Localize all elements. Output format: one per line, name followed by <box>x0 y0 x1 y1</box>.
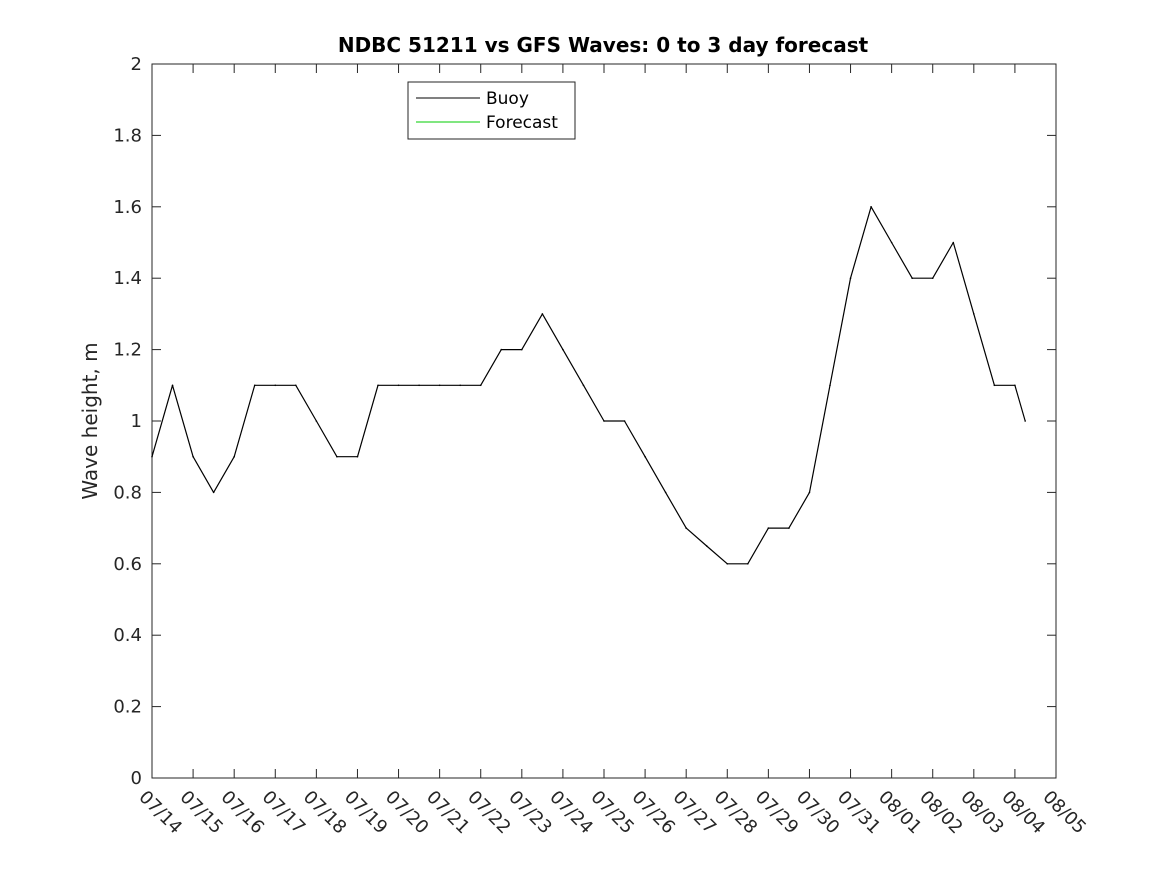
y-axis: 0 0.2 0.4 0.6 0.8 1 1.2 1.4 1.6 1.8 2 <box>113 54 1056 789</box>
y-axis-label: Wave height, m <box>78 342 102 499</box>
y-tick-label: 0.6 <box>113 554 142 575</box>
y-tick-label: 1.4 <box>113 268 142 289</box>
data-point <box>171 384 174 387</box>
data-point <box>582 384 585 387</box>
data-point <box>459 384 461 387</box>
data-point <box>541 313 544 315</box>
y-tick-label: 0 <box>131 768 142 789</box>
y-tick-label: 1.6 <box>113 197 142 218</box>
chart-title: NDBC 51211 vs GFS Waves: 0 to 3 day fore… <box>338 33 869 57</box>
y-tick-label: 0.4 <box>113 625 142 646</box>
y-tick-label: 1.2 <box>113 340 142 361</box>
data-point <box>705 545 708 547</box>
data-point <box>808 491 811 494</box>
data-point <box>849 277 852 280</box>
data-point <box>685 527 687 529</box>
data-point <box>233 455 235 458</box>
data-point <box>952 241 955 244</box>
data-point <box>644 455 646 458</box>
y-tick-label: 0.8 <box>113 482 142 503</box>
data-point <box>664 491 667 494</box>
data-point <box>397 384 400 387</box>
data-point <box>212 491 215 494</box>
series-line-buoy <box>151 206 1026 565</box>
data-point <box>603 420 605 422</box>
y-tick-label: 2 <box>131 54 142 75</box>
series-layer <box>151 206 1026 565</box>
y-tick-label: 1.8 <box>113 125 142 146</box>
data-point <box>726 563 729 565</box>
data-point <box>747 563 749 565</box>
data-point <box>151 455 153 458</box>
data-point <box>1024 420 1026 422</box>
data-point <box>253 384 256 387</box>
legend-label-buoy: Buoy <box>486 89 529 109</box>
data-point <box>1014 384 1016 387</box>
data-point <box>315 420 318 422</box>
y-tick-label: 0.2 <box>113 697 142 718</box>
data-point <box>911 277 913 280</box>
data-point <box>500 348 503 351</box>
data-point <box>438 384 441 387</box>
data-point <box>274 384 277 387</box>
y-tick-label: 1 <box>131 411 142 432</box>
data-point <box>973 313 975 315</box>
data-point <box>377 384 379 387</box>
data-point <box>479 384 482 387</box>
legend-box <box>407 81 576 140</box>
data-point <box>356 455 359 458</box>
data-point <box>521 348 523 351</box>
legend-label-forecast: Forecast <box>486 113 558 133</box>
data-point <box>623 420 626 422</box>
data-point <box>767 527 770 529</box>
data-point <box>890 241 893 244</box>
data-point <box>562 348 564 351</box>
data-point <box>192 455 194 458</box>
data-point <box>870 206 872 208</box>
data-point <box>829 384 831 387</box>
data-point <box>788 527 790 529</box>
data-point <box>336 455 338 458</box>
legend: Buoy Forecast <box>407 81 576 140</box>
data-point <box>993 384 996 387</box>
data-point <box>295 384 297 387</box>
data-point <box>931 277 934 280</box>
data-point <box>418 384 420 387</box>
